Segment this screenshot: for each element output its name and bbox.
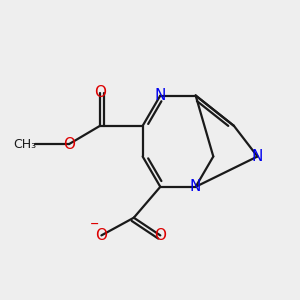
- Text: O: O: [154, 228, 166, 243]
- Text: O: O: [94, 85, 106, 100]
- Text: CH₃: CH₃: [14, 138, 37, 151]
- Text: O: O: [63, 136, 75, 152]
- Text: −: −: [89, 219, 99, 229]
- Text: N: N: [252, 149, 263, 164]
- Text: N: N: [190, 179, 201, 194]
- Text: O: O: [95, 228, 107, 243]
- Text: N: N: [154, 88, 166, 103]
